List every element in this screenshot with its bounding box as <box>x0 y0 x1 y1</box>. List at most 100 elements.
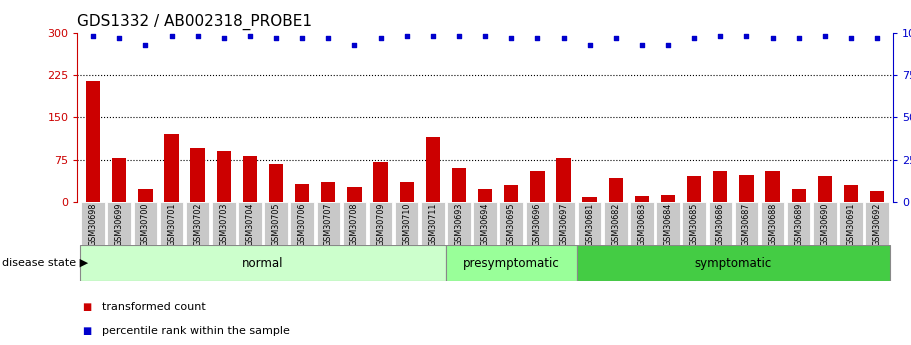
Text: GSM30708: GSM30708 <box>350 203 359 246</box>
Text: presymptomatic: presymptomatic <box>463 257 559 269</box>
Point <box>582 42 597 48</box>
FancyBboxPatch shape <box>264 202 288 246</box>
Bar <box>687 177 701 202</box>
Text: GSM30687: GSM30687 <box>742 203 751 246</box>
Point <box>425 33 440 38</box>
Bar <box>660 195 675 202</box>
Text: GSM30707: GSM30707 <box>323 203 333 246</box>
Bar <box>635 196 650 202</box>
Bar <box>242 156 257 202</box>
Point <box>112 36 127 41</box>
Point <box>86 33 100 38</box>
Bar <box>164 134 179 202</box>
Point <box>817 33 832 38</box>
FancyBboxPatch shape <box>709 202 732 246</box>
Text: GSM30702: GSM30702 <box>193 203 202 246</box>
Bar <box>400 182 414 202</box>
Point <box>347 42 362 48</box>
FancyBboxPatch shape <box>395 202 418 246</box>
FancyBboxPatch shape <box>107 202 131 246</box>
Text: GSM30706: GSM30706 <box>298 203 307 246</box>
Text: GSM30696: GSM30696 <box>533 203 542 246</box>
Point <box>557 36 571 41</box>
Point <box>477 33 492 38</box>
FancyBboxPatch shape <box>604 202 628 246</box>
Point <box>504 36 518 41</box>
FancyBboxPatch shape <box>81 202 105 246</box>
Text: GSM30690: GSM30690 <box>820 203 829 246</box>
Bar <box>765 171 780 202</box>
Point <box>164 33 179 38</box>
FancyBboxPatch shape <box>499 202 523 246</box>
Bar <box>86 81 100 202</box>
Point <box>242 33 257 38</box>
Point <box>374 36 388 41</box>
Text: GSM30699: GSM30699 <box>115 203 124 246</box>
Bar <box>138 189 152 202</box>
FancyBboxPatch shape <box>316 202 340 246</box>
Text: GSM30692: GSM30692 <box>873 203 882 246</box>
Text: GSM30703: GSM30703 <box>220 203 229 246</box>
Text: GSM30709: GSM30709 <box>376 203 385 246</box>
Text: GSM30684: GSM30684 <box>663 203 672 246</box>
Text: ■: ■ <box>82 326 91 336</box>
Bar <box>609 178 623 202</box>
Text: GSM30704: GSM30704 <box>245 203 254 246</box>
FancyBboxPatch shape <box>839 202 863 246</box>
FancyBboxPatch shape <box>630 202 654 246</box>
Point <box>190 33 205 38</box>
Text: GSM30686: GSM30686 <box>716 203 725 246</box>
FancyBboxPatch shape <box>577 245 890 281</box>
Text: GSM30691: GSM30691 <box>846 203 855 246</box>
Text: ■: ■ <box>82 302 91 312</box>
Point <box>635 42 650 48</box>
Point <box>321 36 335 41</box>
Bar <box>269 164 283 202</box>
Text: GSM30698: GSM30698 <box>88 203 97 246</box>
Bar <box>190 148 205 202</box>
Point <box>295 36 310 41</box>
FancyBboxPatch shape <box>865 202 889 246</box>
Text: symptomatic: symptomatic <box>695 257 772 269</box>
Text: GSM30694: GSM30694 <box>481 203 489 246</box>
Text: GSM30710: GSM30710 <box>403 203 411 246</box>
FancyBboxPatch shape <box>526 202 549 246</box>
Point <box>138 42 153 48</box>
FancyBboxPatch shape <box>787 202 811 246</box>
Text: GSM30685: GSM30685 <box>690 203 699 246</box>
FancyBboxPatch shape <box>159 202 183 246</box>
Bar <box>295 184 310 202</box>
Text: percentile rank within the sample: percentile rank within the sample <box>102 326 290 336</box>
FancyBboxPatch shape <box>186 202 210 246</box>
Bar <box>478 189 492 202</box>
FancyBboxPatch shape <box>238 202 261 246</box>
FancyBboxPatch shape <box>734 202 758 246</box>
FancyBboxPatch shape <box>761 202 784 246</box>
Point <box>660 42 675 48</box>
FancyBboxPatch shape <box>656 202 680 246</box>
Point <box>609 36 623 41</box>
Text: GSM30688: GSM30688 <box>768 203 777 246</box>
Bar <box>504 185 518 202</box>
Point <box>687 36 701 41</box>
Bar <box>530 171 545 202</box>
Text: GDS1332 / AB002318_PROBE1: GDS1332 / AB002318_PROBE1 <box>77 14 312 30</box>
Text: transformed count: transformed count <box>102 302 206 312</box>
Bar <box>818 177 832 202</box>
Point <box>844 36 858 41</box>
Bar <box>557 158 570 202</box>
Text: GSM30693: GSM30693 <box>455 203 464 246</box>
FancyBboxPatch shape <box>291 202 314 246</box>
Point <box>530 36 545 41</box>
FancyBboxPatch shape <box>134 202 157 246</box>
FancyBboxPatch shape <box>343 202 366 246</box>
Point <box>713 33 728 38</box>
Bar <box>347 187 362 202</box>
FancyBboxPatch shape <box>447 202 471 246</box>
Point <box>765 36 780 41</box>
Point <box>217 36 231 41</box>
FancyBboxPatch shape <box>445 245 577 281</box>
FancyBboxPatch shape <box>682 202 706 246</box>
Bar <box>844 185 858 202</box>
Point <box>792 36 806 41</box>
